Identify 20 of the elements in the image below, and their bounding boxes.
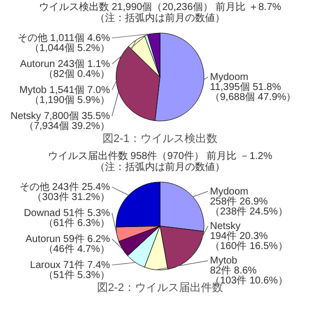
slice-label: Netsky bbox=[210, 221, 241, 232]
slice-label: Mytob bbox=[210, 256, 238, 267]
data-label: 11,395個 51.8% （9,688個 47.9%） bbox=[210, 82, 296, 103]
chart-title: ウイルス検出数 21,990個（20,236個） 前月比 ＋8.7% bbox=[38, 1, 282, 13]
slice-label: その他 243件 25.4% （303件 31.2%） bbox=[19, 181, 110, 203]
slice-label: Downad 51件 5.3% （61件 6.3%） bbox=[24, 208, 110, 229]
slice-label: Autorun 243個 1.1% （82個 0.4%） bbox=[20, 59, 110, 80]
slice-label: その他 1,011個 4.6% （1,044個 5.2%） bbox=[17, 32, 110, 54]
slice-label: Netsky 7,800個 35.5% （7,934個 39.2%） bbox=[10, 111, 110, 132]
slice-label: Autorun 59件 6.2% （46件 4.7%） bbox=[26, 234, 110, 255]
chart-title: ウイルス届出件数 958件（970件） 前月比 －1.2% bbox=[48, 150, 272, 162]
slice-label: Mydoom bbox=[210, 186, 248, 198]
data-label: 194件 20.3% （160件 16.5%） bbox=[210, 231, 288, 252]
slice-label: Mydoom bbox=[210, 72, 248, 83]
data-label: 258件 26.9% （238件 24.5%） bbox=[210, 196, 288, 218]
chart-subtitle: （注：括弧内は前月の数値） bbox=[95, 12, 225, 24]
chart-subtitle: （注：括弧内は前月の数値） bbox=[95, 161, 225, 173]
slice-label: Mytob 1,541個 7.0% （1,190個 5.9%） bbox=[19, 85, 110, 106]
caption: 図2-1：ウイルス検出数 bbox=[102, 132, 218, 145]
slice-label: Laroux 71件 7.4% （51件 5.3%） bbox=[30, 260, 110, 281]
